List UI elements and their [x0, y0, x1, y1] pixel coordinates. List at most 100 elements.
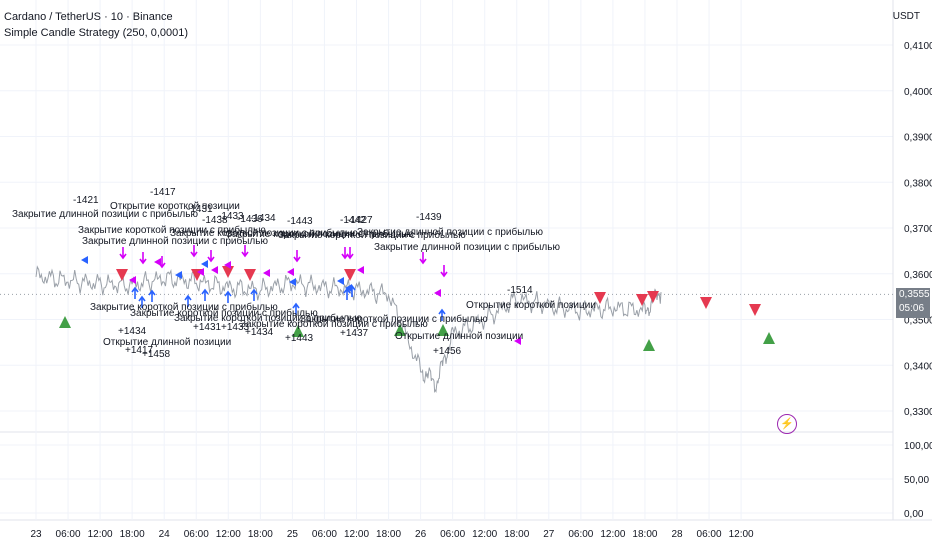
symbol-title[interactable]: Cardano / TetherUS · 10 · Binance [4, 11, 173, 23]
time-tick-label: 06:00 [184, 529, 209, 540]
exit-flag-marker [211, 266, 218, 274]
exit-flag-marker [434, 289, 441, 297]
time-tick-label: 06:00 [312, 529, 337, 540]
trade-label: -1421 [73, 195, 99, 206]
trade-label: Закрытие длинной позиции с прибылью [12, 208, 198, 220]
long-entry-arrow [438, 308, 446, 321]
trade-label: Закрытие длинной позиции с прибылью [82, 235, 268, 247]
trade-label: +1437 [340, 328, 369, 339]
entry-flag-marker [337, 277, 344, 285]
long-entry-arrow [184, 294, 192, 307]
time-tick-label: 18:00 [248, 529, 273, 540]
price-tick-label: 0,4100 [904, 41, 932, 52]
exit-arrow [190, 245, 198, 258]
short-signal-marker [222, 266, 234, 278]
trade-label: Закрытие длинной позиции с прибылью [357, 226, 543, 238]
long-entry-arrow [131, 286, 139, 299]
trade-label: -1427 [347, 215, 373, 226]
short-signal-marker [116, 269, 128, 281]
long-signal-marker [643, 339, 655, 351]
trade-label: Закрытие короткой позиции с прибылью [130, 307, 318, 319]
long-entry-arrow [292, 302, 300, 315]
trade-label: Открытие короткой позиции [466, 300, 596, 311]
exit-arrow [419, 252, 427, 265]
strategy-label[interactable]: Simple Candle Strategy (250, 0,0001) [4, 27, 189, 39]
trade-label: Открытие длинной позиции [103, 337, 231, 348]
price-tick-label: 0,3400 [904, 361, 932, 372]
exit-arrow [241, 245, 249, 258]
trade-label: Закрытие короткой позиции с прибылью [300, 313, 488, 325]
current-price: 0,3555 [899, 289, 930, 300]
time-tick-label: 12:00 [600, 529, 625, 540]
price-tick-label: 0,3500 [904, 316, 932, 327]
trade-label: Закрытие короткой позиции с прибылью [278, 229, 466, 241]
trade-label: Закрытие короткой позиции с прибылью [174, 312, 362, 324]
entry-flag-marker [81, 256, 88, 264]
long-entry-arrow [201, 288, 209, 301]
exit-arrow [293, 250, 301, 263]
short-signal-marker [749, 304, 761, 316]
time-tick-label: 06:00 [440, 529, 465, 540]
short-signal-marker [700, 297, 712, 309]
indicator-tick-label: 50,00 [904, 475, 929, 486]
time-tick-label: 06:00 [568, 529, 593, 540]
price-tick-label: 0,4000 [904, 87, 932, 98]
entry-flag-marker [289, 278, 296, 286]
trade-label: +1434 [245, 327, 274, 338]
time-axis: 23 06:00 12:00 18:00 24 06:00 12:00 18:00 25 06:0… [30, 529, 754, 540]
exit-flag-marker [287, 268, 294, 276]
long-signal-marker [763, 332, 775, 344]
entry-flag-marker [175, 271, 182, 279]
time-tick-label: 28 [671, 529, 683, 540]
trade-label: +1433 [221, 322, 250, 333]
trade-label: Закрытие длинной позиции с прибылью [374, 241, 560, 253]
trade-label: Открытие длинной позиции [395, 331, 523, 342]
time-tick-label: 12:00 [472, 529, 497, 540]
currency-label[interactable]: USDT [892, 11, 920, 22]
signal-markers [59, 245, 775, 351]
exit-arrow [346, 247, 354, 260]
exit-arrow [119, 247, 127, 260]
exit-flag-marker [197, 268, 204, 276]
time-tick-label: 27 [543, 529, 555, 540]
trade-labels: -1421 -1417 -1431-1438-1433-1436-1434 -1443… [12, 187, 596, 360]
price-tick-label: 0,3700 [904, 224, 932, 235]
price-series [35, 265, 662, 394]
short-signal-marker [647, 291, 659, 303]
time-tick-label: 12:00 [216, 529, 241, 540]
price-tick-label: 0,3600 [904, 270, 932, 281]
long-entry-arrow [224, 290, 232, 303]
long-signal-marker [394, 324, 406, 336]
time-tick-label: 24 [159, 529, 171, 540]
exit-flag-marker [224, 261, 231, 269]
exit-arrow [139, 252, 147, 265]
short-signal-marker [244, 269, 256, 281]
grid [0, 0, 932, 521]
trade-label: -1434 [250, 213, 276, 224]
trade-label: Открытие короткой позиции [110, 201, 240, 212]
short-signal-marker [344, 269, 356, 281]
trade-label: Закрытие короткой позиции с прибылью [240, 318, 428, 330]
short-signal-marker [636, 294, 648, 306]
time-tick-label: 25 [287, 529, 299, 540]
trade-label: +1458 [142, 349, 171, 360]
entry-flag-marker [345, 284, 352, 292]
trade-label: +1431 [193, 322, 222, 333]
exit-flag-marker [514, 337, 521, 345]
exit-arrow [207, 250, 215, 263]
indicator-tick-label: 0,00 [904, 509, 924, 520]
trade-label: Закрытие короткой позиции с прибылью [90, 301, 278, 313]
lightning-bolt-icon[interactable]: ⚡ [777, 414, 797, 434]
price-axis: 0,3300 0,3400 0,3500 0,3600 0,3700 0,3800 0,39… [904, 41, 932, 520]
trade-label: Закрытие короткой позиции с прибылью [78, 224, 266, 236]
trade-label: +1417 [125, 345, 154, 356]
exit-flag-marker [263, 269, 270, 277]
long-entry-arrow [148, 289, 156, 302]
trade-label: Закрытие короткой позиции с прибылью [170, 227, 358, 239]
trade-label: -1442 [340, 215, 366, 226]
trade-label: -1431 [187, 204, 213, 215]
long-signal-marker [292, 325, 304, 337]
time-tick-label: 06:00 [56, 529, 81, 540]
exit-flag-marker [357, 266, 364, 274]
